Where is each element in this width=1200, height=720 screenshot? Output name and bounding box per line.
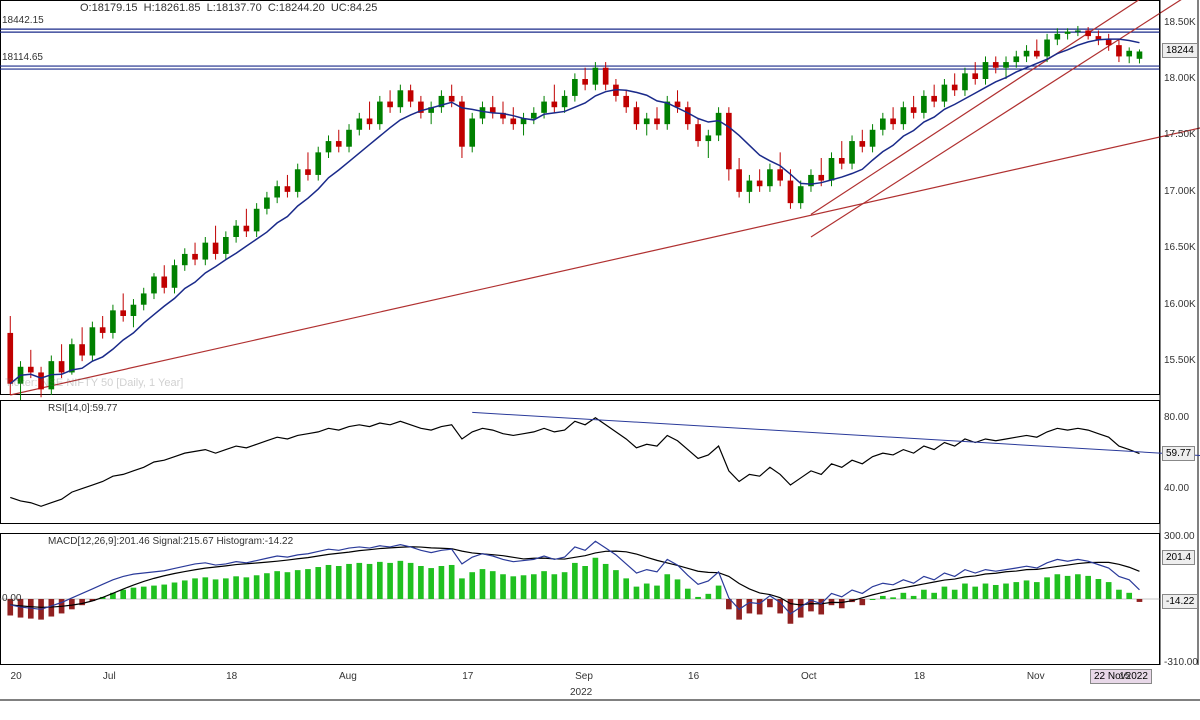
price-ytick: 18.00K [1164, 73, 1196, 84]
rsi-ytick: 80.00 [1164, 412, 1189, 423]
macd-zero-label: 0.00 [2, 593, 21, 604]
price-ytick: 16.50K [1164, 242, 1196, 253]
x-tick: 18 [914, 671, 925, 682]
macd-title: MACD[12,26,9]:201.46 Signal:215.67 Histo… [48, 536, 293, 547]
macd-svg [0, 0, 1200, 720]
x-tick: Nov [1027, 671, 1045, 682]
x-tick: 17 [462, 671, 473, 682]
rsi-ytick: 40.00 [1164, 483, 1189, 494]
x-tick: 18 [226, 671, 237, 682]
x-tick: 16 [688, 671, 699, 682]
x-tick: Jul [103, 671, 116, 682]
price-ytick: 15.50K [1164, 355, 1196, 366]
hline-label: 18442.15 [2, 15, 44, 26]
x-tick: 15 [1119, 671, 1130, 682]
price-ytick: 17.00K [1164, 186, 1196, 197]
x-tick: 20 [11, 671, 22, 682]
price-ytick: 16.00K [1164, 299, 1196, 310]
x-tick: Aug [339, 671, 357, 682]
hline-label: 18114.65 [2, 52, 43, 63]
macd-ytick: 300.00 [1164, 531, 1195, 542]
macd-ytick: -310.00 [1164, 657, 1198, 668]
x-tick: Oct [801, 671, 817, 682]
year-label: 2022 [570, 687, 592, 698]
rsi-value-box: 59.77 [1162, 446, 1195, 461]
price-ytick: 18.50K [1164, 17, 1196, 28]
chart-watermark: Ticker: NSE NIFTY 50 [Daily, 1 Year] [5, 377, 183, 389]
macd-value-box: 201.4 [1162, 550, 1195, 565]
price-ytick: 17.50K [1164, 129, 1196, 140]
macd-hist-box: -14.22 [1162, 594, 1198, 609]
current-price-box: 18244 [1162, 43, 1198, 58]
x-tick: Sep [575, 671, 593, 682]
